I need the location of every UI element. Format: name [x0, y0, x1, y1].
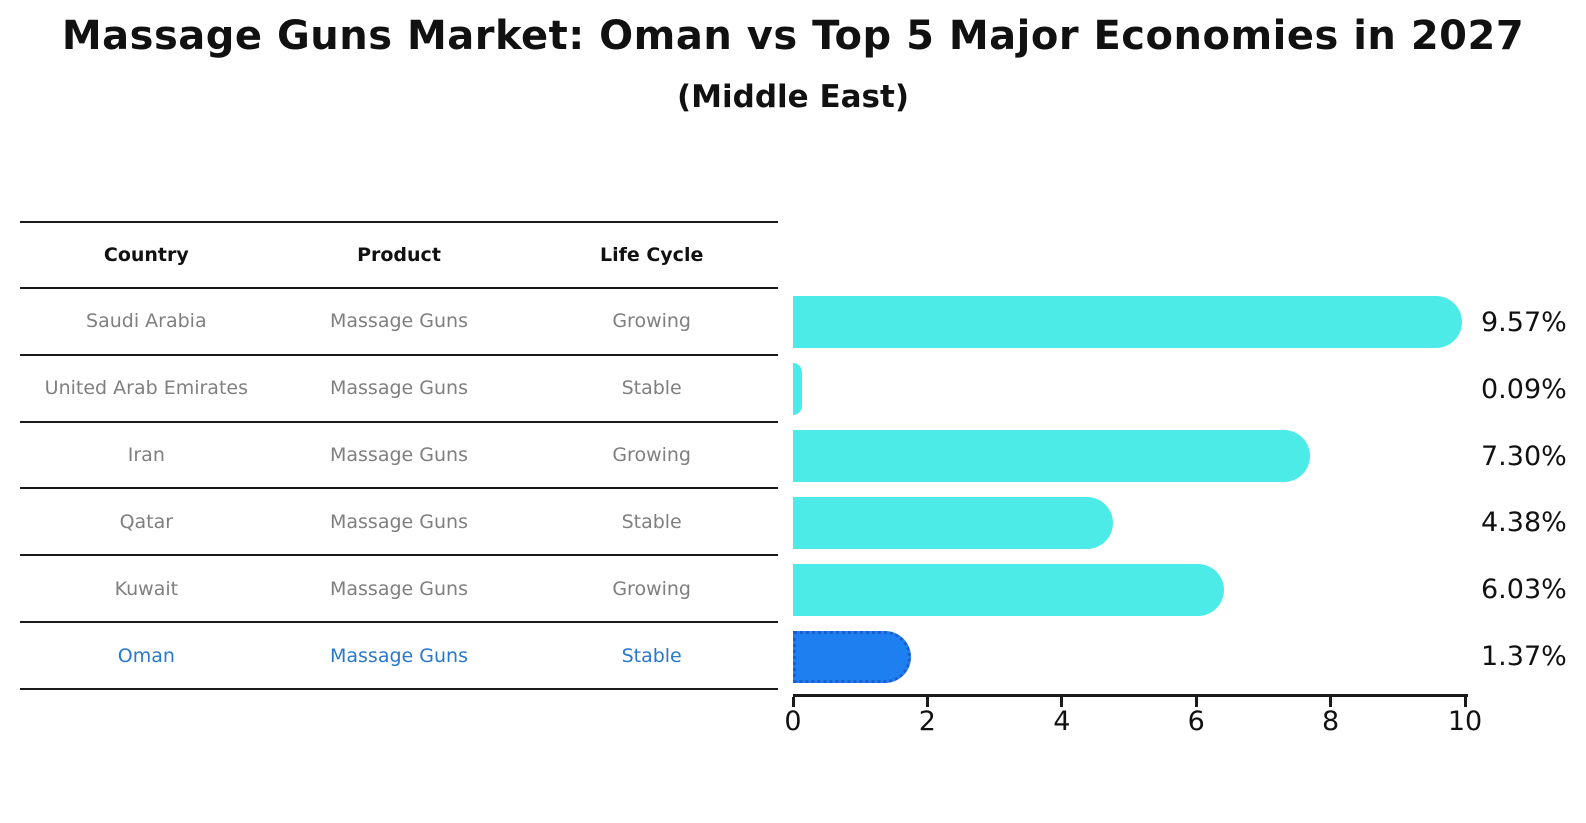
table-row-oman: Oman Massage Guns Stable	[20, 623, 778, 690]
value-label-qatar: 4.38%	[1481, 507, 1567, 539]
bar-slot-saudi-arabia	[793, 289, 1465, 356]
x-tick-mark-6	[1194, 697, 1198, 707]
bar-slot-iran	[793, 423, 1465, 490]
cell-product: Massage Guns	[330, 310, 468, 333]
x-axis-line	[793, 694, 1468, 697]
cell-product: Massage Guns	[330, 577, 468, 600]
table-header-life-cycle: Life Cycle	[599, 244, 704, 266]
chart-subtitle: (Middle East)	[676, 79, 909, 115]
x-tick-mark-8	[1329, 697, 1333, 707]
bar-slot-kuwait	[793, 556, 1465, 623]
bar-oman	[793, 630, 912, 683]
bar-slot-united-arab-emirates	[793, 356, 1465, 423]
table-row-saudi-arabia: Saudi Arabia Massage Guns Growing	[20, 289, 778, 356]
cell-country: United Arab Emirates	[44, 377, 248, 400]
bar-qatar	[793, 496, 1114, 549]
cell-life-cycle: Growing	[612, 444, 691, 467]
x-tick-label-0: 0	[784, 706, 802, 737]
cell-country: Iran	[127, 444, 165, 467]
value-label-united-arab-emirates: 0.09%	[1481, 373, 1567, 405]
bar-slot-oman	[793, 623, 1465, 690]
cell-product: Massage Guns	[330, 377, 468, 400]
bar-slot-qatar	[793, 490, 1465, 557]
table-header-product: Product	[357, 244, 441, 266]
table-body: Saudi Arabia Massage Guns Growing United Ar…	[20, 289, 778, 690]
cell-life-cycle: Stable	[621, 510, 682, 533]
cell-country: Kuwait	[114, 577, 179, 600]
x-tick-mark-10	[1463, 697, 1467, 707]
x-tick-label-2: 2	[918, 706, 936, 737]
table-header-row: Country Product Life Cycle	[20, 223, 778, 289]
cell-product: Massage Guns	[330, 644, 468, 667]
cell-country: Qatar	[119, 510, 174, 533]
x-tick-label-4: 4	[1053, 706, 1071, 737]
x-tick-label-8: 8	[1322, 706, 1340, 737]
cell-life-cycle: Stable	[621, 644, 682, 667]
bar-plot-area	[793, 289, 1465, 690]
table-row-united-arab-emirates: United Arab Emirates Massage Guns Stable	[20, 356, 778, 423]
value-label-saudi-arabia: 9.57%	[1481, 306, 1567, 338]
bar-iran	[793, 430, 1310, 483]
cell-product: Massage Guns	[330, 444, 468, 467]
value-label-oman: 1.37%	[1481, 641, 1567, 673]
country-table: Country Product Life Cycle Saudi Arabia Mas…	[20, 221, 778, 690]
table-row-qatar: Qatar Massage Guns Stable	[20, 489, 778, 557]
x-tick-mark-0	[791, 697, 795, 707]
x-tick-mark-2	[925, 697, 929, 707]
chart-title: Massage Guns Market: Oman vs Top 5 Major…	[61, 13, 1525, 59]
bar-kuwait	[793, 563, 1225, 616]
bar-saudi-arabia	[793, 296, 1463, 349]
cell-country: Oman	[117, 644, 175, 667]
cell-country: Saudi Arabia	[86, 310, 207, 333]
value-label-kuwait: 6.03%	[1481, 574, 1567, 606]
cell-life-cycle: Growing	[612, 310, 691, 333]
table-row-kuwait: Kuwait Massage Guns Growing	[20, 556, 778, 624]
table-header-country: Country	[103, 244, 189, 266]
cell-product: Massage Guns	[330, 510, 468, 533]
x-tick-label-6: 6	[1187, 706, 1205, 737]
value-label-iran: 7.30%	[1481, 440, 1567, 472]
x-tick-label-10: 10	[1447, 706, 1483, 737]
bar-united-arab-emirates	[793, 363, 802, 416]
cell-life-cycle: Growing	[612, 577, 691, 600]
x-tick-mark-4	[1060, 697, 1064, 707]
cell-life-cycle: Stable	[621, 377, 682, 400]
table-row-iran: Iran Massage Guns Growing	[20, 423, 778, 490]
